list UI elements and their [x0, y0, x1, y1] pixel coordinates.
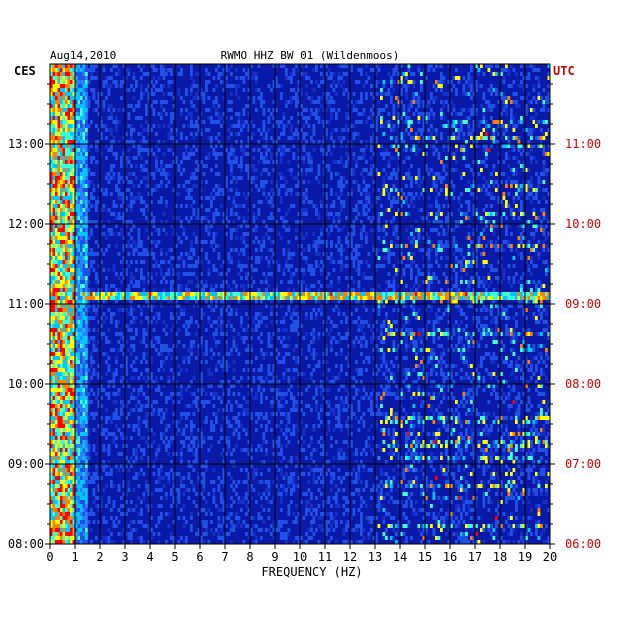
right-tick-label: 10:00 [565, 217, 601, 231]
left-tick-label: 10:00 [8, 377, 44, 391]
left-axis-label: CES [14, 64, 36, 78]
x-tick-label: 11 [318, 550, 332, 564]
right-tick-label: 09:00 [565, 297, 601, 311]
x-tick-label: 9 [271, 550, 278, 564]
chart-title: RWMO HHZ BW 01 (Wildenmoos) [221, 49, 400, 62]
x-tick-label: 8 [246, 550, 253, 564]
x-tick-label: 14 [393, 550, 407, 564]
x-tick-label: 7 [221, 550, 228, 564]
x-axis-ticks: 0 1 2 3 4 5 6 7 8 9 10 11 12 13 14 15 16 17 18 19 20 [46, 544, 557, 564]
x-tick-label: 6 [196, 550, 203, 564]
x-tick-label: 5 [171, 550, 178, 564]
x-tick-label: 17 [468, 550, 482, 564]
x-tick-label: 2 [96, 550, 103, 564]
right-tick-label: 07:00 [565, 457, 601, 471]
x-tick-label: 4 [146, 550, 153, 564]
chart-date: Aug14,2010 [50, 49, 116, 62]
left-time-ticks: 08:00 09:00 10:00 11:00 12:00 13:00 [8, 83, 50, 551]
spectrogram-cells [50, 64, 551, 544]
x-tick-label: 16 [443, 550, 457, 564]
right-axis-label: UTC [553, 64, 575, 78]
x-tick-label: 12 [343, 550, 357, 564]
x-tick-label: 18 [493, 550, 507, 564]
x-tick-label: 10 [293, 550, 307, 564]
left-tick-label: 08:00 [8, 537, 44, 551]
right-tick-label: 11:00 [565, 137, 601, 151]
x-tick-label: 3 [121, 550, 128, 564]
left-tick-label: 09:00 [8, 457, 44, 471]
left-tick-label: 11:00 [8, 297, 44, 311]
x-tick-label: 19 [518, 550, 532, 564]
x-tick-label: 13 [368, 550, 382, 564]
right-time-ticks: 06:00 07:00 08:00 09:00 10:00 11:00 [550, 83, 601, 551]
grid-lines [49, 63, 551, 545]
x-tick-label: 1 [71, 550, 78, 564]
left-tick-label: 13:00 [8, 137, 44, 151]
left-tick-label: 12:00 [8, 217, 44, 231]
x-tick-label: 20 [543, 550, 557, 564]
x-tick-label: 0 [46, 550, 53, 564]
right-tick-label: 06:00 [565, 537, 601, 551]
x-tick-label: 15 [418, 550, 432, 564]
x-axis-label: FREQUENCY (HZ) [261, 565, 362, 579]
right-tick-label: 08:00 [565, 377, 601, 391]
